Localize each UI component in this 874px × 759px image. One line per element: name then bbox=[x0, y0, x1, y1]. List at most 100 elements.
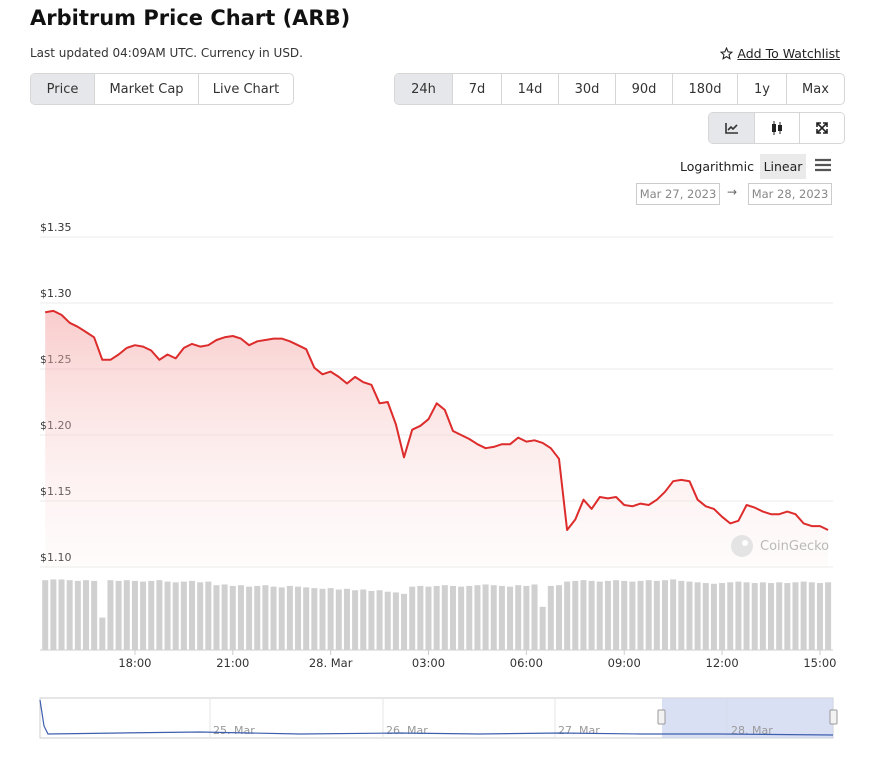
volume-bar bbox=[662, 580, 669, 650]
volume-bar bbox=[58, 579, 65, 650]
volume-bar bbox=[254, 585, 261, 650]
menu-icon[interactable] bbox=[815, 158, 831, 172]
log-option[interactable]: Logarithmic bbox=[680, 159, 754, 174]
volume-bar bbox=[580, 580, 587, 650]
navigator-line bbox=[39, 699, 834, 736]
volume-bar bbox=[319, 588, 326, 650]
tab[interactable]: Market Cap bbox=[94, 74, 198, 104]
volume-bar bbox=[335, 589, 342, 650]
navigator-label: 28. Mar bbox=[731, 724, 773, 737]
candle-icon bbox=[772, 121, 782, 135]
navigator-selection[interactable] bbox=[662, 698, 833, 738]
volume-bar bbox=[694, 582, 701, 650]
price-area bbox=[45, 310, 829, 567]
range-button[interactable]: 7d bbox=[452, 74, 501, 104]
volume-bar bbox=[262, 585, 269, 650]
volume-bar bbox=[727, 582, 734, 650]
volume-bar bbox=[401, 593, 408, 650]
volume-bar bbox=[776, 582, 783, 650]
candle-chart-button[interactable] bbox=[754, 113, 799, 143]
volume-bar bbox=[800, 581, 807, 650]
navigator-handle[interactable] bbox=[829, 709, 838, 725]
volume-bar bbox=[172, 582, 179, 650]
volume-bar bbox=[197, 582, 204, 650]
x-tick-label: 03:00 bbox=[412, 656, 445, 670]
date-from[interactable]: Mar 27, 2023 bbox=[636, 183, 720, 205]
volume-bar bbox=[482, 584, 489, 650]
price-line bbox=[45, 309, 829, 531]
volume-bar bbox=[270, 586, 277, 650]
fullscreen-button[interactable] bbox=[799, 113, 844, 143]
navigator-handle[interactable] bbox=[657, 709, 666, 725]
range-button[interactable]: 180d bbox=[672, 74, 737, 104]
line-chart-button[interactable] bbox=[709, 113, 754, 143]
volume-bar bbox=[392, 592, 399, 650]
star-icon bbox=[720, 47, 734, 60]
volume-bar bbox=[531, 584, 538, 650]
range-group: 24h 7d 14d 30d 90d 180d 1y Max bbox=[394, 73, 845, 105]
volume-bar bbox=[474, 585, 481, 650]
volume-bar bbox=[441, 585, 448, 650]
title: Arbitrum Price Chart (ARB) bbox=[30, 6, 351, 30]
range-button[interactable]: 1y bbox=[737, 74, 786, 104]
volume-bar bbox=[278, 587, 285, 650]
navigator-label: 26. Mar bbox=[386, 724, 428, 737]
watermark-text: CoinGecko bbox=[760, 539, 829, 554]
range-button[interactable]: 90d bbox=[615, 74, 672, 104]
volume-bar bbox=[498, 585, 505, 650]
volume-bar bbox=[719, 583, 726, 650]
tab-group: Price Market Cap Live Chart bbox=[30, 73, 294, 105]
volume-bar bbox=[343, 588, 350, 650]
volume-bar bbox=[50, 579, 57, 650]
volume-bar bbox=[417, 585, 424, 650]
volume-bar bbox=[621, 580, 628, 650]
volume-bar bbox=[311, 588, 318, 650]
volume-bar bbox=[670, 579, 677, 650]
watchlist-link[interactable]: Add To Watchlist bbox=[720, 46, 840, 61]
volume-bar bbox=[588, 580, 595, 650]
date-to[interactable]: Mar 28, 2023 bbox=[748, 183, 832, 205]
tab[interactable]: Live Chart bbox=[198, 74, 293, 104]
linear-option[interactable]: Linear bbox=[760, 154, 806, 179]
x-tick-label: 15:00 bbox=[803, 656, 836, 670]
volume-bar bbox=[140, 581, 147, 650]
volume-bar bbox=[458, 586, 465, 650]
tab[interactable]: Price bbox=[31, 74, 94, 104]
volume-bar bbox=[596, 581, 603, 650]
volume-bar bbox=[368, 590, 375, 650]
range-button[interactable]: 24h bbox=[395, 74, 452, 104]
plot bbox=[45, 309, 829, 567]
volume-bar bbox=[816, 583, 823, 650]
volume-bar bbox=[91, 580, 98, 650]
volume-bar bbox=[131, 580, 138, 650]
volume-bar bbox=[743, 582, 750, 650]
volume-bar bbox=[555, 585, 562, 650]
volume-bar bbox=[42, 580, 49, 650]
range-button[interactable]: 14d bbox=[501, 74, 558, 104]
x-tick-label: 12:00 bbox=[706, 656, 739, 670]
volume-bar bbox=[409, 586, 416, 650]
volume-bar bbox=[653, 580, 660, 650]
volume-bar bbox=[539, 606, 546, 650]
navigator-label: 25. Mar bbox=[213, 724, 255, 737]
volume-bar bbox=[466, 585, 473, 650]
volume-bar bbox=[433, 585, 440, 650]
volume-bar bbox=[425, 586, 432, 650]
volume-bar bbox=[768, 583, 775, 650]
volume-bar bbox=[327, 588, 334, 650]
x-tick-label: 09:00 bbox=[608, 656, 641, 670]
volume-bar bbox=[148, 580, 155, 650]
volume-bar bbox=[360, 589, 367, 650]
watermark-logo bbox=[731, 535, 753, 557]
volume-bar bbox=[303, 587, 310, 650]
range-button[interactable]: 30d bbox=[558, 74, 615, 104]
volume-bar bbox=[507, 586, 514, 650]
volume-bar bbox=[180, 581, 187, 650]
volume-bar bbox=[751, 583, 758, 650]
watchlist-text: Add To Watchlist bbox=[737, 46, 840, 61]
range-button[interactable]: Max bbox=[786, 74, 844, 104]
x-tick-label: 21:00 bbox=[216, 656, 249, 670]
volume-bar bbox=[115, 580, 122, 650]
